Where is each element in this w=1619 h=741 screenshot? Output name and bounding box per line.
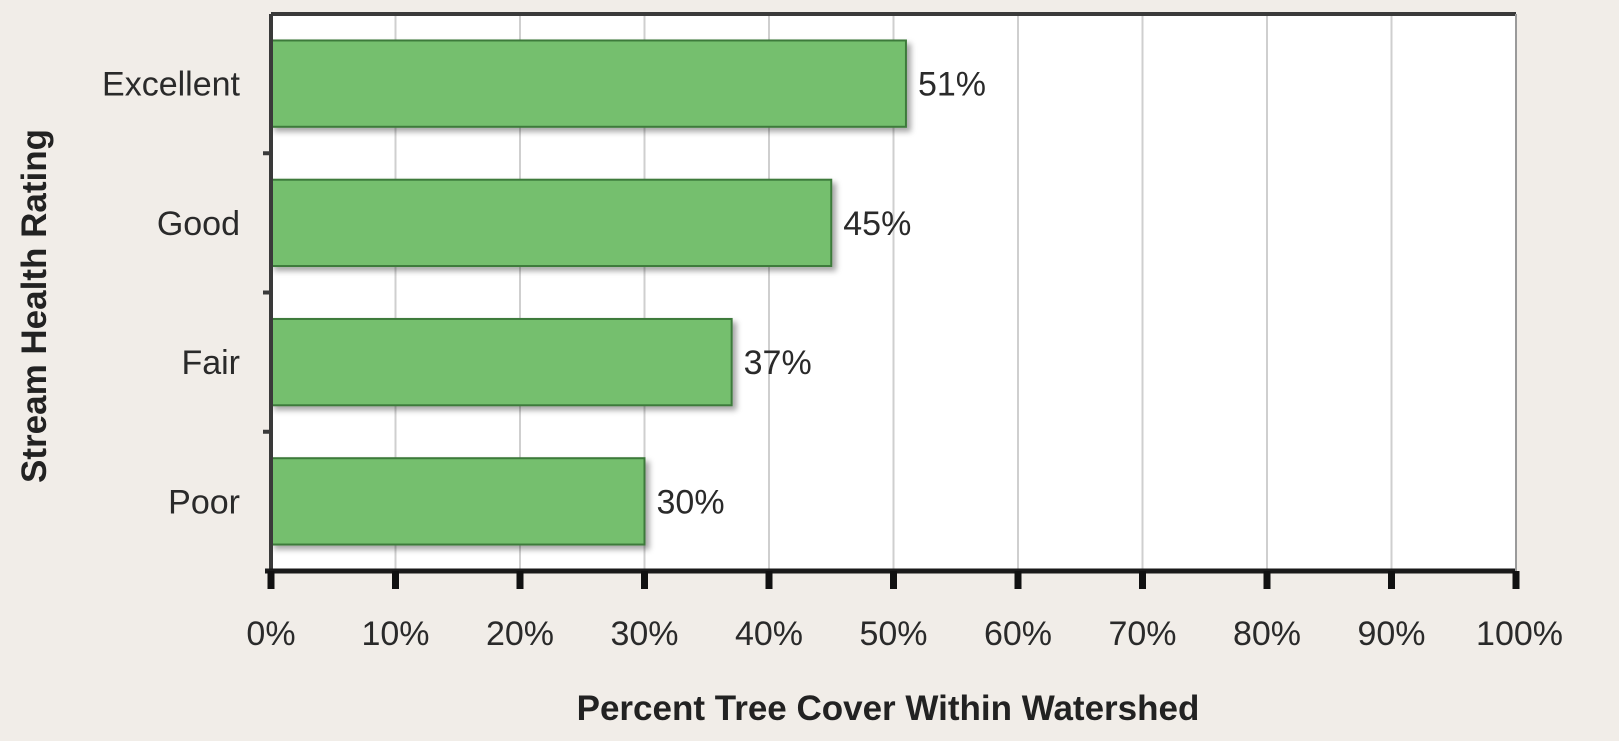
labels: 51% Excellent 45% Good 37% Fair 30% Poor (102, 66, 986, 522)
bar-poor (270, 457, 646, 546)
y-axis-title: Stream Health Rating (15, 129, 54, 483)
x-axis-title: Percent Tree Cover Within Watershed (577, 689, 1200, 728)
axes: 0% 10% 20% 30% 40% 50% 60% 70% 80% 90% 100% (246, 12, 1563, 653)
bar-good (270, 178, 833, 268)
bars (270, 39, 907, 546)
x-tick-label: 40% (735, 615, 803, 653)
category-label: Good (157, 205, 240, 243)
category-label: Fair (181, 344, 240, 382)
x-tick-label: 0% (246, 615, 295, 653)
bar-excellent (270, 39, 907, 128)
data-label: 45% (843, 205, 911, 243)
x-tick-label: 60% (984, 615, 1052, 653)
bar-fair (270, 317, 733, 407)
x-tick-label: 20% (486, 615, 554, 653)
x-tick-label: 70% (1108, 615, 1176, 653)
x-tick-label: 50% (859, 615, 927, 653)
x-tick-label: 30% (610, 615, 678, 653)
x-tick-label: 100% (1476, 615, 1563, 653)
category-label: Poor (168, 483, 240, 521)
data-label: 51% (918, 66, 986, 104)
x-tick-label: 10% (361, 615, 429, 653)
data-label: 30% (657, 483, 725, 521)
data-label: 37% (744, 344, 812, 382)
x-tick-label: 80% (1233, 615, 1301, 653)
x-tick-label: 90% (1357, 615, 1425, 653)
category-label: Excellent (102, 66, 241, 104)
